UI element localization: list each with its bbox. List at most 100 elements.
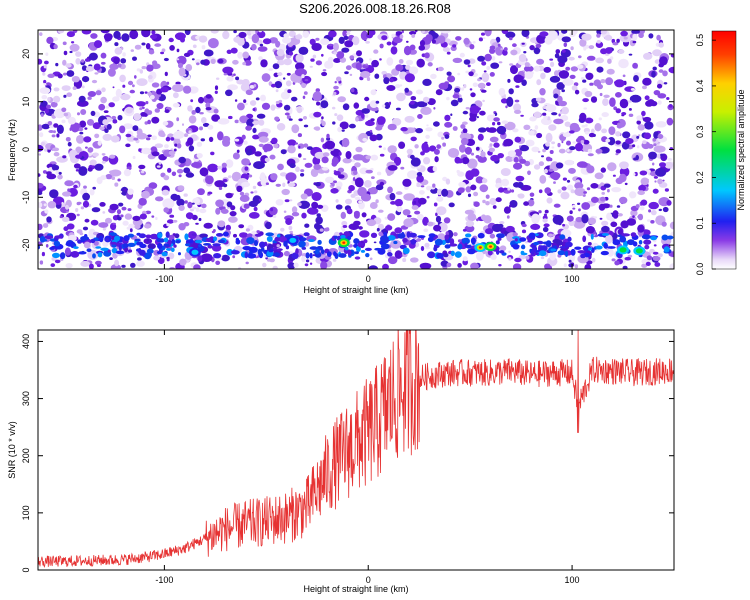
speckle (93, 63, 101, 71)
speckle (168, 37, 174, 43)
speckle (485, 194, 490, 199)
speckle (125, 143, 131, 148)
speckle (112, 96, 120, 102)
speckle (120, 214, 124, 218)
speckle (128, 223, 136, 229)
speckle (288, 225, 293, 231)
speckle (124, 213, 133, 220)
speckle (207, 124, 214, 130)
speckle (199, 167, 209, 177)
speckle (373, 241, 377, 244)
speckle (337, 174, 345, 179)
speckle (97, 140, 102, 146)
speckle (116, 209, 122, 215)
speckle (79, 120, 87, 128)
speckle (438, 222, 448, 232)
speckle (96, 264, 101, 267)
speckle (648, 201, 659, 210)
speckle (81, 85, 85, 89)
speckle (152, 60, 158, 66)
speckle (489, 48, 496, 54)
speckle (657, 100, 662, 105)
speckle (637, 190, 645, 196)
speckle (298, 46, 309, 55)
speckle (75, 146, 82, 154)
speckle (543, 168, 549, 174)
speckle (574, 182, 584, 190)
band-speckle (157, 243, 163, 249)
band-speckle (360, 242, 365, 246)
speckle (230, 47, 238, 54)
speckle (271, 137, 278, 144)
speckle (211, 114, 221, 122)
speckle (459, 52, 465, 58)
speckle (354, 177, 364, 188)
speckle (221, 162, 227, 168)
speckle (222, 178, 228, 183)
speckle (462, 128, 468, 134)
speckle (576, 161, 588, 168)
speckle (241, 158, 251, 166)
speckle (248, 174, 253, 178)
speckle (185, 172, 195, 178)
speckle (481, 32, 485, 36)
band-speckle (590, 233, 594, 240)
band-speckle (146, 248, 154, 254)
speckle (61, 191, 72, 197)
speckle (38, 58, 43, 65)
speckle (353, 220, 361, 226)
band-speckle (39, 236, 46, 243)
speckle (365, 169, 373, 174)
speckle (226, 49, 232, 54)
speckle (610, 221, 618, 228)
band-speckle (308, 239, 315, 242)
speckle (228, 115, 233, 120)
speckle (337, 96, 347, 103)
speckle (643, 52, 653, 60)
speckle (446, 71, 452, 76)
band-speckle (564, 250, 569, 257)
speckle (414, 210, 421, 215)
speckle (396, 92, 406, 102)
speckle (508, 257, 512, 261)
speckle (652, 162, 655, 166)
band-speckle (582, 235, 587, 243)
speckle (338, 151, 342, 156)
speckle (486, 82, 491, 86)
band-speckle (110, 241, 117, 245)
speckle (491, 223, 503, 233)
speckle (459, 132, 472, 140)
speckle (98, 103, 106, 111)
speckle (381, 35, 388, 41)
speckle (361, 212, 367, 218)
speckle (457, 187, 465, 194)
speckle (648, 172, 651, 176)
speckle (490, 254, 497, 260)
speckle (39, 260, 44, 265)
speckle (332, 258, 337, 262)
band-speckle (97, 252, 103, 258)
speckle (87, 96, 92, 100)
speckle (228, 175, 232, 179)
speckle (465, 107, 470, 110)
speckle (221, 166, 227, 173)
speckle (244, 102, 248, 106)
speckle (65, 263, 73, 269)
speckle (76, 135, 85, 144)
speckle (401, 30, 404, 34)
speckle (222, 135, 231, 143)
speckle (552, 233, 556, 237)
speckle (291, 96, 298, 102)
band-speckle (574, 246, 582, 250)
speckle (409, 100, 415, 105)
speckle (133, 113, 142, 121)
speckle (183, 167, 191, 174)
speckle (600, 167, 606, 173)
speckle (470, 184, 477, 191)
speckle (233, 30, 237, 34)
band-speckle (427, 251, 436, 259)
speckle (497, 121, 501, 126)
peak-4 (633, 246, 646, 256)
speckle (100, 52, 107, 59)
speckle (92, 186, 96, 190)
